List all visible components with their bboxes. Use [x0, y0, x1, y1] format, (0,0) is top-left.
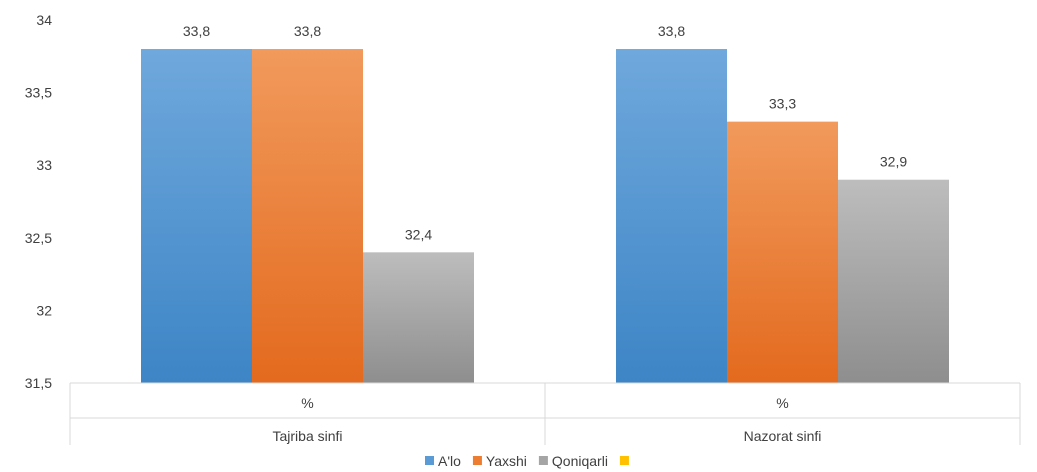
bar: [727, 121, 838, 383]
y-tick-label: 33: [36, 157, 52, 173]
y-tick-label: 33,5: [25, 85, 52, 101]
data-labels: 33,8 33,8 32,4 33,8 33,3 32,9: [183, 23, 907, 242]
data-label: 33,8: [294, 23, 321, 39]
data-label: 32,4: [405, 226, 432, 242]
y-tick-label: 32,5: [25, 230, 52, 246]
data-label: 33,8: [658, 23, 685, 39]
y-tick-label: 31,5: [25, 375, 52, 391]
legend-swatch: [472, 456, 482, 465]
legend-swatch: [538, 456, 548, 465]
bar: [616, 49, 727, 383]
legend-label: Qoniqarli: [552, 453, 608, 469]
bar: [838, 179, 949, 383]
x-category-label: Nazorat sinfi: [744, 428, 822, 444]
data-label: 33,3: [769, 96, 796, 112]
y-tick-label: 32: [36, 302, 52, 318]
bar: [252, 49, 363, 383]
bar: [363, 252, 474, 383]
bars: [141, 49, 949, 383]
x-category-label: Tajriba sinfi: [272, 428, 342, 444]
legend-swatch: [425, 456, 434, 465]
x-subcategory-label: %: [301, 395, 313, 411]
data-label: 32,9: [880, 154, 907, 170]
x-subcategory-label: %: [776, 395, 788, 411]
legend: A'lo Yaxshi Qoniqarli: [425, 453, 629, 469]
y-tick-label: 34: [36, 12, 52, 28]
legend-label: Yaxshi: [486, 453, 527, 469]
bar: [141, 49, 252, 383]
legend-swatch: [619, 456, 629, 465]
data-label: 33,8: [183, 23, 210, 39]
y-axis-ticks: 31,5 32 32,5 33 33,5 34: [25, 12, 52, 391]
legend-label: A'lo: [438, 453, 461, 469]
x-axis: % Tajriba sinfi% Nazorat sinfi: [69, 382, 1021, 445]
